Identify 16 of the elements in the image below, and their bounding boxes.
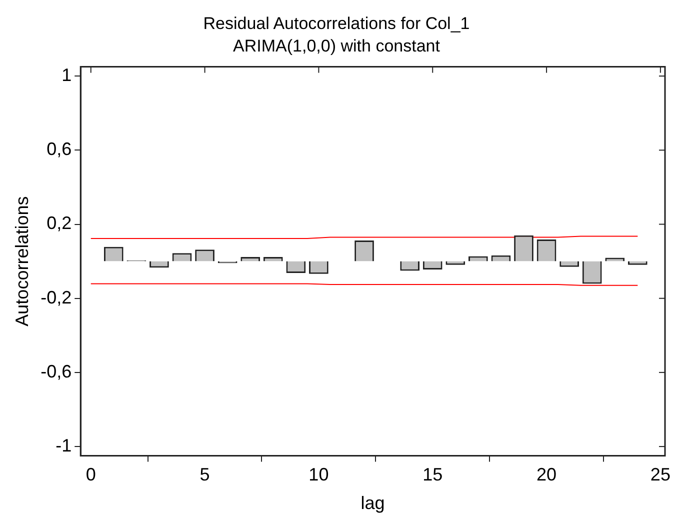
y-tick-label: -0,6: [40, 361, 72, 382]
x-tick-label: 20: [536, 464, 557, 485]
y-axis-title: Autocorrelations: [12, 196, 32, 326]
y-tick-label: 1: [62, 65, 72, 86]
chart-subtitle: ARIMA(1,0,0) with constant: [233, 36, 440, 56]
chart-title: Residual Autocorrelations for Col_1: [203, 14, 470, 33]
y-tick-label: 0,6: [46, 139, 72, 160]
x-tick-label: 0: [86, 464, 96, 485]
y-tick-label: -1: [56, 436, 72, 456]
x-tick-label: 10: [308, 464, 329, 485]
x-tick-label: 25: [650, 464, 670, 485]
y-tick-label: 0,2: [46, 213, 72, 234]
x-axis-title: lag: [360, 493, 385, 514]
x-tick-label: 15: [422, 464, 443, 485]
x-tick-label: 5: [200, 464, 210, 485]
y-tick-label: -0,2: [40, 287, 72, 308]
